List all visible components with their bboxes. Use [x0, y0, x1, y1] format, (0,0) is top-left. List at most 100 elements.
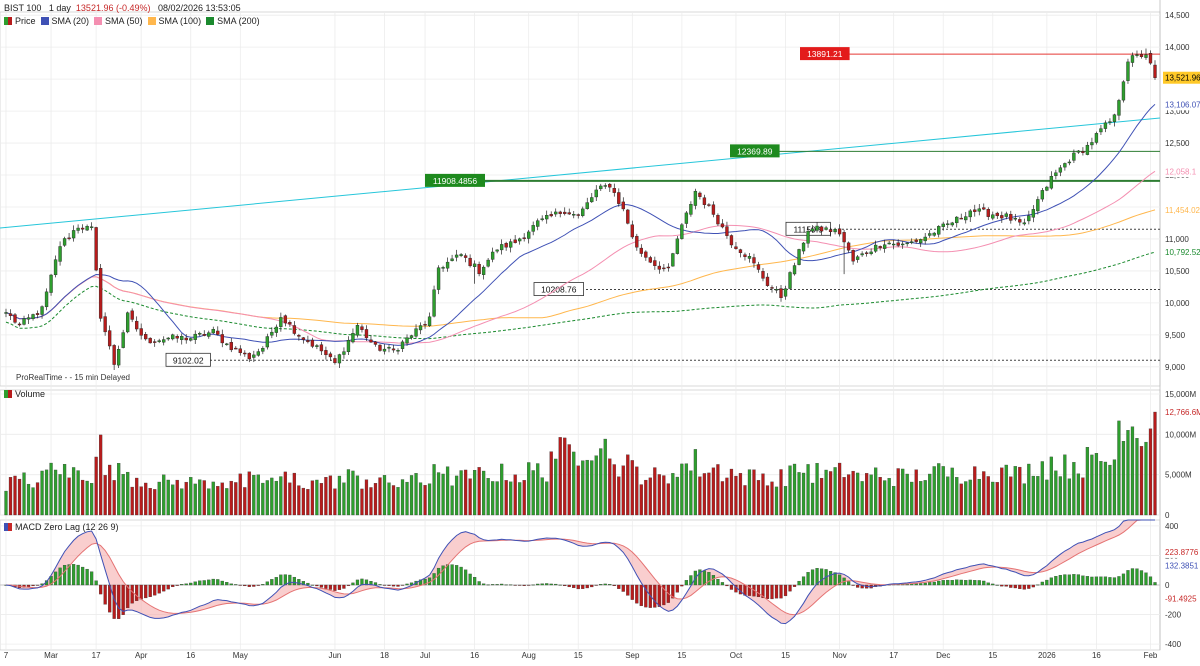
candle-body	[265, 336, 270, 348]
volume-bar	[1076, 473, 1081, 516]
x-tick-label: 16	[1092, 651, 1101, 660]
candle	[256, 348, 260, 357]
legend-price[interactable]: Price	[15, 16, 36, 26]
candle	[378, 344, 382, 352]
macd-histogram-bar	[950, 580, 954, 586]
macd-histogram-bar	[702, 570, 707, 586]
candle	[301, 336, 306, 344]
candle-body	[360, 326, 364, 330]
volume-bar	[1031, 475, 1035, 516]
candle	[49, 273, 53, 296]
candle-body	[783, 288, 788, 297]
volume-bar	[590, 460, 594, 516]
candle	[283, 314, 288, 327]
candle	[1112, 113, 1117, 127]
macd-histogram-bar	[220, 580, 224, 586]
candle-body	[495, 249, 499, 252]
sma-value-label: 13,106.07	[1165, 100, 1200, 109]
candle-body	[608, 183, 612, 188]
candle-body	[472, 263, 477, 267]
macd-histogram-bar	[653, 584, 657, 608]
macd-histogram-bar	[310, 584, 315, 586]
candle-body	[932, 232, 936, 236]
candle-body	[355, 324, 360, 336]
macd-histogram-bar	[292, 576, 296, 586]
volume-bar	[657, 474, 661, 516]
legend-sma100[interactable]: SMA (100)	[158, 16, 202, 26]
candle	[513, 235, 517, 244]
macd-line	[5, 519, 1155, 625]
macd-histogram-bar	[31, 584, 35, 587]
macd-histogram-bar	[765, 584, 770, 599]
candle	[955, 216, 959, 228]
candle-body	[243, 352, 247, 355]
candle	[662, 263, 666, 272]
candle-body	[89, 226, 94, 228]
volume-bar	[1054, 470, 1058, 516]
interval-label[interactable]: 1 day	[48, 3, 71, 13]
candle	[572, 211, 576, 219]
volume-bar	[1099, 461, 1103, 516]
macd-histogram-bar	[144, 584, 148, 599]
macd-histogram-bar	[1049, 577, 1053, 586]
macd-histogram-bar	[617, 584, 621, 589]
candle	[315, 343, 319, 350]
sma-value-box	[1163, 203, 1200, 216]
candle	[878, 245, 882, 251]
candle	[707, 203, 711, 207]
volume-bar	[346, 469, 351, 516]
candle-body	[328, 353, 333, 358]
legend-sma20[interactable]: SMA (20)	[51, 16, 90, 26]
candle	[211, 326, 215, 334]
volume-bar	[842, 477, 846, 516]
volume-bar	[387, 482, 391, 516]
candle	[189, 337, 193, 342]
candle	[734, 242, 738, 250]
macd-histogram-bar	[959, 579, 963, 586]
candle-body	[977, 208, 981, 212]
level-label: 10208.76	[541, 285, 577, 295]
macd-histogram-bar	[955, 579, 959, 586]
candle	[184, 334, 188, 344]
candle-body	[53, 259, 58, 276]
volume-bar	[621, 465, 625, 516]
volume-bar	[1112, 459, 1117, 516]
volume-bar	[860, 481, 864, 516]
volume-bar	[837, 462, 842, 516]
macd-histogram-bar	[608, 584, 612, 586]
candle-body	[594, 189, 598, 198]
volume-bar	[355, 475, 360, 516]
macd-histogram-bar	[932, 581, 936, 586]
volume-bar	[644, 479, 648, 516]
legend-volume[interactable]: Volume	[15, 389, 46, 399]
macd-histogram-bar	[468, 573, 472, 586]
volume-bar	[486, 478, 490, 516]
legend-macd[interactable]: MACD Zero Lag (12 26 9)	[15, 522, 119, 532]
legend-sma200[interactable]: SMA (200)	[217, 16, 260, 26]
price-tick-label: 12,500	[1165, 139, 1190, 148]
sma-value-label: 10,792.52	[1165, 248, 1200, 257]
candle	[729, 234, 734, 248]
candle-body	[599, 185, 603, 190]
candle-body	[680, 224, 684, 239]
candle	[594, 185, 598, 202]
volume-bar	[765, 485, 770, 516]
volume-bar	[977, 478, 981, 516]
volume-bar	[540, 477, 544, 516]
macd-histogram-bar	[792, 584, 797, 587]
volume-bar	[436, 472, 441, 516]
candle-body	[810, 228, 815, 232]
price-tick-label: 14,500	[1165, 11, 1190, 20]
candle-body	[396, 350, 400, 352]
candle-body	[432, 289, 436, 317]
candle	[238, 345, 242, 356]
legend-sma50[interactable]: SMA (50)	[105, 16, 143, 26]
candle	[788, 271, 792, 290]
volume-bar	[919, 481, 923, 516]
macd-histogram-bar	[1031, 584, 1035, 588]
candle-body	[405, 337, 409, 344]
candle-body	[747, 256, 752, 259]
volume-bar	[409, 475, 414, 516]
volume-bar	[752, 469, 756, 516]
candle	[1018, 216, 1022, 226]
